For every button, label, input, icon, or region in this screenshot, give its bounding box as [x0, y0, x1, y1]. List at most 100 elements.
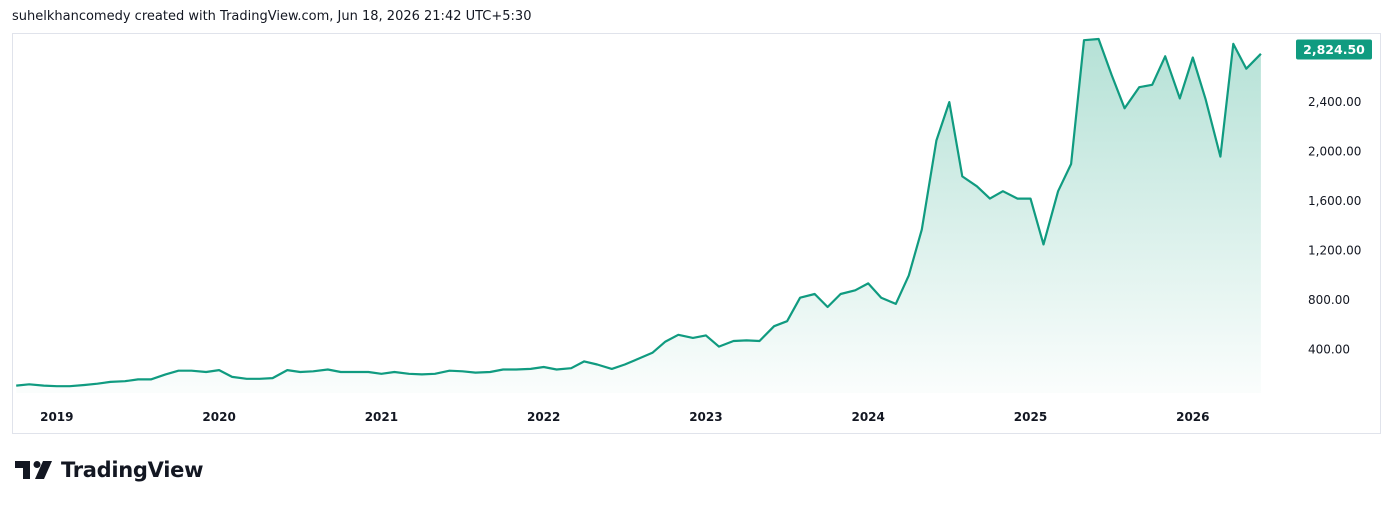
price-point-9[interactable]	[136, 377, 140, 381]
price-point-75[interactable]	[1029, 197, 1033, 201]
price-point-22[interactable]	[311, 369, 315, 373]
price-point-57[interactable]	[785, 319, 789, 323]
price-point-25[interactable]	[352, 370, 356, 374]
price-point-51[interactable]	[704, 333, 708, 337]
price-point-72[interactable]	[988, 197, 992, 201]
price-point-66[interactable]	[907, 273, 911, 277]
price-point-62[interactable]	[853, 288, 857, 292]
price-point-63[interactable]	[866, 281, 870, 285]
price-point-6[interactable]	[95, 382, 99, 386]
price-point-20[interactable]	[285, 368, 289, 372]
x-tick-label-6: 2025	[1014, 410, 1047, 424]
price-point-28[interactable]	[392, 370, 396, 374]
price-point-81[interactable]	[1110, 73, 1114, 77]
price-point-64[interactable]	[879, 296, 883, 300]
price-point-13[interactable]	[190, 369, 194, 373]
price-point-91[interactable]	[1244, 67, 1248, 71]
price-point-23[interactable]	[326, 368, 330, 372]
price-point-80[interactable]	[1097, 37, 1101, 41]
price-point-4[interactable]	[68, 384, 72, 388]
price-point-92[interactable]	[1259, 52, 1263, 56]
price-point-68[interactable]	[934, 139, 938, 143]
price-point-88[interactable]	[1204, 98, 1208, 102]
price-point-82[interactable]	[1123, 106, 1127, 110]
price-point-65[interactable]	[894, 302, 898, 306]
price-point-53[interactable]	[732, 339, 736, 343]
price-point-24[interactable]	[339, 370, 343, 374]
chart-frame[interactable]	[12, 33, 1381, 434]
price-point-18[interactable]	[258, 377, 262, 381]
price-point-39[interactable]	[542, 365, 546, 369]
price-point-11[interactable]	[164, 372, 168, 376]
price-point-45[interactable]	[623, 363, 627, 367]
price-point-70[interactable]	[960, 174, 964, 178]
price-point-26[interactable]	[366, 370, 370, 374]
price-point-50[interactable]	[691, 336, 695, 340]
price-point-7[interactable]	[108, 380, 112, 384]
price-point-2[interactable]	[42, 384, 46, 388]
price-point-60[interactable]	[826, 305, 830, 309]
tradingview-logo[interactable]: TradingView	[15, 458, 203, 482]
price-point-19[interactable]	[271, 376, 275, 380]
price-point-30[interactable]	[420, 372, 424, 376]
price-point-17[interactable]	[245, 377, 249, 381]
price-point-83[interactable]	[1137, 85, 1141, 89]
price-point-29[interactable]	[407, 372, 411, 376]
price-point-54[interactable]	[745, 338, 749, 342]
price-point-84[interactable]	[1150, 83, 1154, 87]
price-point-76[interactable]	[1042, 242, 1046, 246]
price-point-37[interactable]	[514, 368, 518, 372]
price-point-3[interactable]	[55, 384, 59, 388]
price-point-86[interactable]	[1178, 96, 1182, 100]
price-point-43[interactable]	[595, 363, 599, 367]
price-point-73[interactable]	[1001, 189, 1005, 193]
price-point-49[interactable]	[676, 333, 680, 337]
price-point-32[interactable]	[448, 369, 452, 373]
price-point-14[interactable]	[204, 370, 208, 374]
price-point-21[interactable]	[298, 370, 302, 374]
price-point-41[interactable]	[569, 366, 573, 370]
y-tick-label-2: 1,200.00	[1308, 244, 1361, 258]
price-point-38[interactable]	[529, 367, 533, 371]
price-point-67[interactable]	[920, 228, 924, 232]
price-point-71[interactable]	[975, 184, 979, 188]
price-point-15[interactable]	[217, 368, 221, 372]
price-point-16[interactable]	[230, 375, 234, 379]
price-point-31[interactable]	[433, 372, 437, 376]
price-point-27[interactable]	[379, 372, 383, 376]
price-point-59[interactable]	[813, 292, 817, 296]
y-tick-label-0: 400.00	[1308, 343, 1350, 357]
price-point-85[interactable]	[1163, 54, 1167, 58]
price-point-34[interactable]	[474, 371, 478, 375]
price-point-56[interactable]	[772, 324, 776, 328]
price-point-5[interactable]	[82, 383, 86, 387]
price-point-89[interactable]	[1218, 155, 1222, 159]
price-point-69[interactable]	[947, 100, 951, 104]
price-point-90[interactable]	[1231, 42, 1235, 46]
price-point-0[interactable]	[14, 384, 18, 388]
price-point-40[interactable]	[555, 368, 559, 372]
price-point-77[interactable]	[1056, 189, 1060, 193]
price-point-79[interactable]	[1082, 38, 1086, 42]
price-point-35[interactable]	[488, 370, 492, 374]
price-point-52[interactable]	[717, 345, 721, 349]
price-point-78[interactable]	[1069, 162, 1073, 166]
price-point-33[interactable]	[461, 369, 465, 373]
price-point-8[interactable]	[123, 379, 127, 383]
price-point-87[interactable]	[1191, 56, 1195, 60]
price-point-48[interactable]	[663, 340, 667, 344]
price-point-44[interactable]	[610, 367, 614, 371]
price-point-47[interactable]	[650, 351, 654, 355]
price-point-36[interactable]	[501, 368, 505, 372]
price-point-46[interactable]	[636, 357, 640, 361]
price-point-1[interactable]	[27, 382, 31, 386]
price-point-55[interactable]	[758, 339, 762, 343]
price-point-74[interactable]	[1016, 197, 1020, 201]
price-series-line	[16, 37, 1262, 388]
price-point-12[interactable]	[177, 369, 181, 373]
price-point-42[interactable]	[582, 359, 586, 363]
price-point-61[interactable]	[839, 292, 843, 296]
price-point-58[interactable]	[798, 296, 802, 300]
price-point-10[interactable]	[149, 377, 153, 381]
